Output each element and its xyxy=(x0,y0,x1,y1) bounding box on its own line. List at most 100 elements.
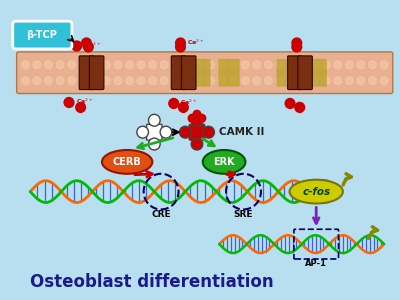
FancyBboxPatch shape xyxy=(146,124,162,140)
Circle shape xyxy=(33,61,41,69)
Circle shape xyxy=(193,110,201,118)
Circle shape xyxy=(169,98,178,108)
Circle shape xyxy=(218,61,226,69)
Circle shape xyxy=(176,42,185,52)
Circle shape xyxy=(334,61,342,69)
Ellipse shape xyxy=(102,150,152,174)
Circle shape xyxy=(295,102,304,112)
Circle shape xyxy=(241,61,249,69)
Circle shape xyxy=(45,61,52,69)
Circle shape xyxy=(369,77,376,85)
Circle shape xyxy=(230,61,238,69)
Circle shape xyxy=(180,126,191,138)
Circle shape xyxy=(72,41,82,51)
Circle shape xyxy=(334,77,342,85)
Circle shape xyxy=(176,38,185,48)
Circle shape xyxy=(253,77,261,85)
Circle shape xyxy=(322,61,330,69)
Circle shape xyxy=(56,77,64,85)
Circle shape xyxy=(114,61,122,69)
Circle shape xyxy=(114,77,122,85)
Circle shape xyxy=(84,42,93,52)
Circle shape xyxy=(149,61,156,69)
Circle shape xyxy=(264,77,272,85)
Text: CRE: CRE xyxy=(151,210,171,219)
Circle shape xyxy=(285,98,295,108)
Circle shape xyxy=(218,77,226,85)
Text: Ca$^{2+}$: Ca$^{2+}$ xyxy=(84,40,101,50)
Text: CERB: CERB xyxy=(113,157,142,167)
Circle shape xyxy=(276,77,284,85)
Circle shape xyxy=(126,61,133,69)
Circle shape xyxy=(380,61,388,69)
Circle shape xyxy=(76,102,86,112)
Circle shape xyxy=(292,42,302,52)
Circle shape xyxy=(322,77,330,85)
Circle shape xyxy=(178,102,188,112)
Circle shape xyxy=(264,61,272,69)
Circle shape xyxy=(149,77,156,85)
Circle shape xyxy=(137,126,148,138)
FancyBboxPatch shape xyxy=(182,56,196,90)
Circle shape xyxy=(68,61,76,69)
Ellipse shape xyxy=(203,150,246,174)
Circle shape xyxy=(64,98,74,107)
Circle shape xyxy=(241,77,249,85)
Text: Ca$^{2+}$: Ca$^{2+}$ xyxy=(187,38,205,47)
Text: SRE: SRE xyxy=(234,210,253,219)
Circle shape xyxy=(346,61,353,69)
Circle shape xyxy=(207,77,214,85)
Circle shape xyxy=(172,77,180,85)
Circle shape xyxy=(22,77,29,85)
Circle shape xyxy=(79,61,87,69)
Text: Osteoblast differentiation: Osteoblast differentiation xyxy=(30,273,273,291)
Circle shape xyxy=(91,61,99,69)
Circle shape xyxy=(68,77,76,85)
Circle shape xyxy=(137,77,145,85)
Circle shape xyxy=(207,61,214,69)
FancyBboxPatch shape xyxy=(288,56,302,90)
Circle shape xyxy=(102,61,110,69)
FancyBboxPatch shape xyxy=(189,59,210,87)
Circle shape xyxy=(82,38,91,48)
FancyBboxPatch shape xyxy=(79,56,94,90)
Text: Ca$^{2+}$: Ca$^{2+}$ xyxy=(76,97,94,106)
Text: c-fos: c-fos xyxy=(302,187,330,196)
Circle shape xyxy=(188,114,196,122)
Circle shape xyxy=(172,61,180,69)
Circle shape xyxy=(79,77,87,85)
FancyBboxPatch shape xyxy=(218,59,240,87)
Circle shape xyxy=(45,77,52,85)
FancyBboxPatch shape xyxy=(276,59,298,87)
Circle shape xyxy=(184,61,191,69)
Circle shape xyxy=(102,77,110,85)
Circle shape xyxy=(299,61,307,69)
Circle shape xyxy=(148,114,160,126)
Text: β-TCP: β-TCP xyxy=(26,30,57,40)
Text: Ca$^{2+}$: Ca$^{2+}$ xyxy=(180,98,198,107)
Circle shape xyxy=(288,77,295,85)
FancyBboxPatch shape xyxy=(298,56,312,90)
Circle shape xyxy=(198,114,206,122)
FancyBboxPatch shape xyxy=(17,52,393,94)
FancyBboxPatch shape xyxy=(89,56,104,90)
Circle shape xyxy=(357,77,365,85)
Circle shape xyxy=(160,77,168,85)
Circle shape xyxy=(126,77,133,85)
Circle shape xyxy=(346,77,353,85)
Text: ERK: ERK xyxy=(213,157,235,167)
Circle shape xyxy=(357,61,365,69)
Ellipse shape xyxy=(290,180,343,203)
Circle shape xyxy=(195,61,203,69)
Circle shape xyxy=(253,61,261,69)
Circle shape xyxy=(299,77,307,85)
Circle shape xyxy=(369,61,376,69)
Circle shape xyxy=(184,77,191,85)
Circle shape xyxy=(33,77,41,85)
FancyBboxPatch shape xyxy=(306,59,327,87)
Circle shape xyxy=(380,77,388,85)
FancyBboxPatch shape xyxy=(13,21,72,49)
Circle shape xyxy=(191,138,203,150)
Circle shape xyxy=(230,77,238,85)
Circle shape xyxy=(311,77,318,85)
